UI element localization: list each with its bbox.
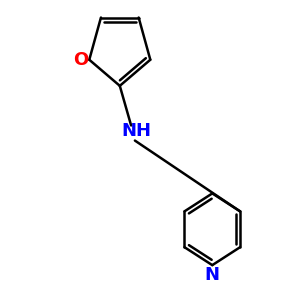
Text: O: O — [74, 51, 88, 69]
Text: NH: NH — [122, 122, 152, 140]
Text: N: N — [205, 266, 220, 284]
